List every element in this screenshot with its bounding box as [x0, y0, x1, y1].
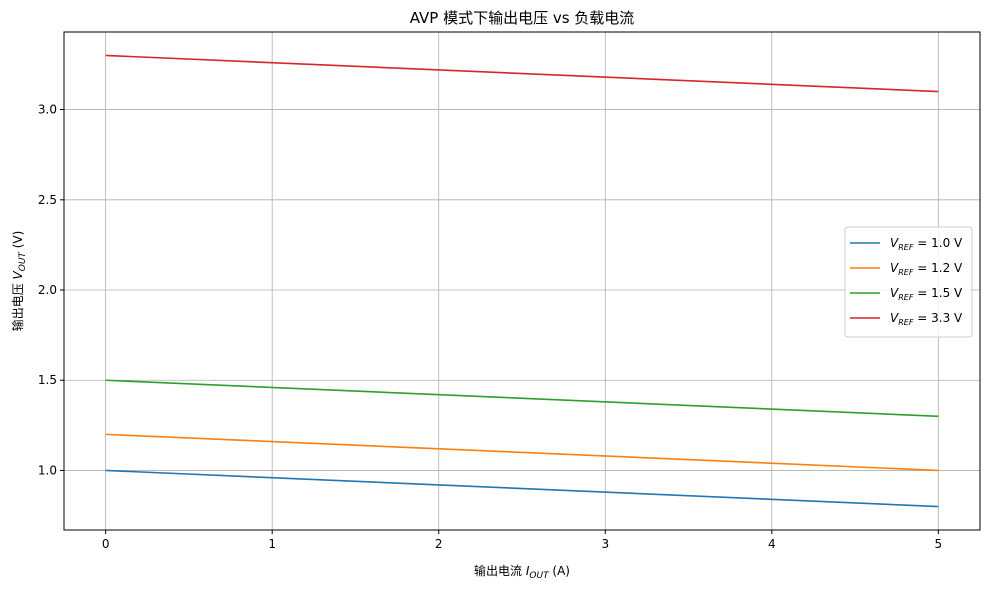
x-label-prefix: 输出电流 [474, 563, 526, 578]
series-line [105, 433, 939, 472]
x-label-sub: OUT [529, 571, 550, 581]
legend-label-value: = 1.5 V [913, 286, 963, 300]
legend-label: VREF = 3.3 V [890, 311, 963, 327]
x-axis: 0 1 2 3 4 5 [102, 530, 942, 551]
legend-label-var: V [890, 286, 899, 300]
y-axis-label: 输出电压 VOUT (V) [10, 231, 28, 332]
y-tick-label: 2.0 [38, 283, 57, 297]
legend-box [844, 226, 973, 338]
legend-label-value: = 3.3 V [913, 311, 963, 325]
legend-label-sub: REF [898, 243, 914, 252]
x-label-var: I [526, 564, 530, 578]
legend-label: VREF = 1.5 V [890, 286, 963, 302]
series-lines [105, 54, 939, 508]
series-line [105, 469, 939, 508]
y-axis: 1.0 1.5 2.0 2.5 3.0 [38, 103, 64, 477]
legend-label-value: = 1.2 V [913, 261, 963, 275]
legend-label: VREF = 1.0 V [890, 236, 963, 252]
legend-label-var: V [890, 236, 899, 250]
x-tick-label: 1 [268, 537, 276, 551]
legend-label-sub: REF [898, 293, 914, 302]
y-tick-label: 2.5 [38, 193, 57, 207]
legend-label-sub: REF [898, 268, 914, 277]
x-tick-label: 2 [435, 537, 443, 551]
chart-title: AVP 模式下输出电压 vs 负载电流 [410, 9, 635, 27]
x-tick-label: 4 [768, 537, 776, 551]
y-label-sub: OUT [18, 251, 28, 272]
legend-label-var: V [890, 261, 899, 275]
y-tick-label: 1.5 [38, 373, 57, 387]
series-line [105, 54, 939, 93]
x-label-suffix: (A) [549, 564, 570, 578]
plot-frame [63, 31, 981, 531]
legend-label: VREF = 1.2 V [890, 261, 963, 277]
x-axis-label: 输出电流 IOUT (A) [474, 563, 570, 581]
y-label-var: V [11, 270, 25, 279]
y-label-prefix: 输出电压 [10, 279, 25, 331]
y-label-suffix: (V) [11, 231, 25, 252]
series-line [105, 379, 939, 418]
x-tick-label: 0 [102, 537, 110, 551]
legend-label-var: V [890, 311, 899, 325]
legend-label-sub: REF [898, 318, 914, 327]
x-tick-label: 3 [601, 537, 609, 551]
y-tick-label: 1.0 [38, 463, 57, 477]
y-tick-label: 3.0 [38, 103, 57, 117]
x-tick-label: 5 [935, 537, 943, 551]
legend-label-value: = 1.0 V [913, 236, 963, 250]
grid [64, 32, 980, 530]
